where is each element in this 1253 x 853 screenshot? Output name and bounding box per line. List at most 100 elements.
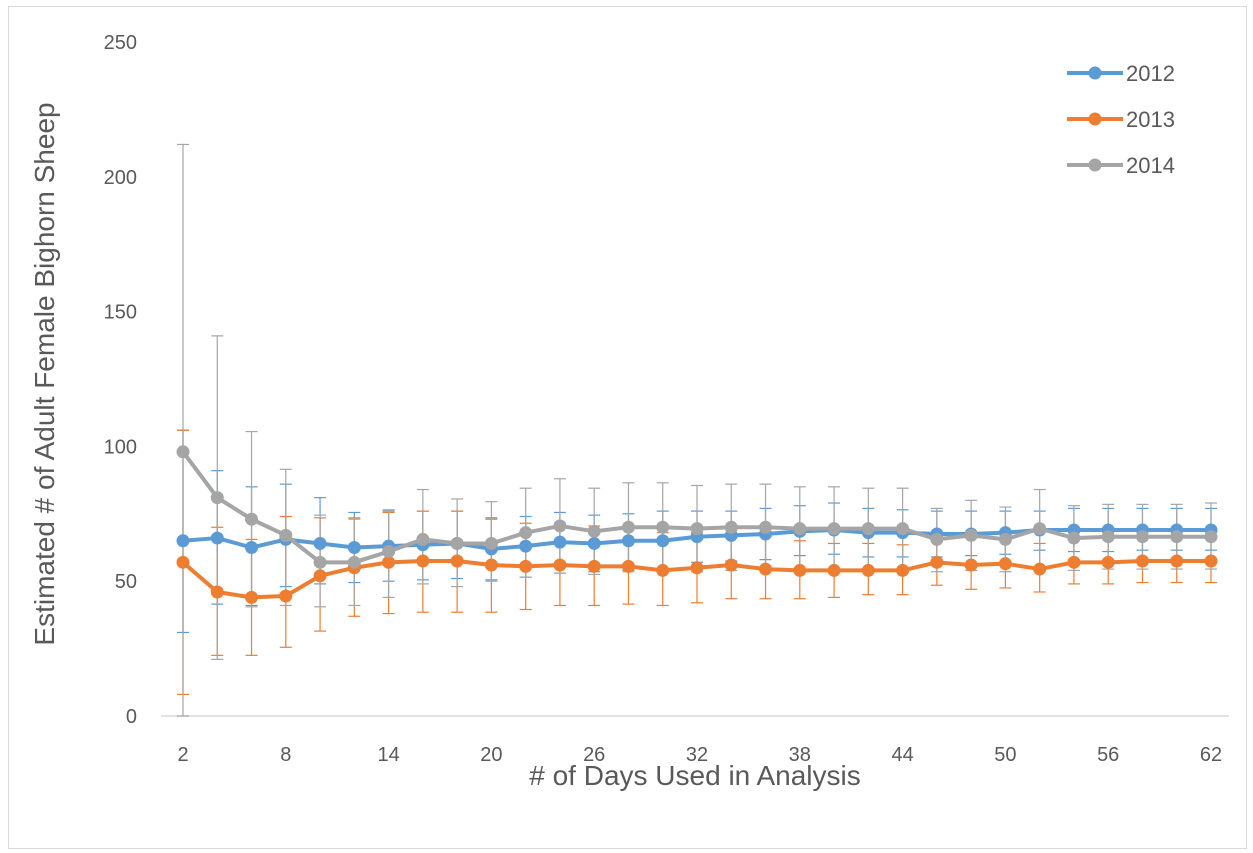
- x-tick-label: 20: [480, 744, 502, 766]
- data-point-2013: [724, 558, 738, 572]
- data-point-2013: [964, 558, 978, 572]
- data-point-2014: [587, 524, 601, 538]
- y-tick-label: 200: [104, 167, 137, 189]
- data-point-2012: [519, 539, 533, 553]
- data-point-2013: [245, 590, 259, 604]
- data-point-2014: [656, 520, 670, 534]
- data-point-2013: [998, 557, 1012, 571]
- data-point-2014: [176, 445, 190, 459]
- data-point-2013: [1101, 555, 1115, 569]
- data-point-2014: [279, 528, 293, 542]
- data-point-2013: [1170, 554, 1184, 568]
- data-point-2014: [519, 526, 533, 540]
- data-point-2014: [450, 536, 464, 550]
- data-point-2012: [176, 534, 190, 548]
- data-point-2014: [827, 522, 841, 536]
- data-point-2013: [416, 554, 430, 568]
- data-point-2013: [450, 554, 464, 568]
- data-point-2014: [964, 528, 978, 542]
- x-tick-label: 56: [1097, 744, 1119, 766]
- x-tick-label: 32: [686, 744, 708, 766]
- data-point-2012: [621, 534, 635, 548]
- data-point-2014: [1101, 530, 1115, 544]
- data-point-2012: [245, 541, 259, 554]
- x-tick-label: 50: [994, 744, 1016, 766]
- data-point-2013: [621, 559, 635, 573]
- y-tick-label: 250: [104, 32, 137, 54]
- legend-marker-2014: [1088, 158, 1102, 172]
- data-point-2014: [861, 522, 875, 536]
- x-tick-label: 44: [891, 744, 913, 766]
- legend-label-2012: 2012: [1126, 61, 1175, 86]
- data-point-2013: [827, 563, 841, 577]
- data-point-2014: [1033, 522, 1047, 536]
- y-tick-label: 0: [126, 706, 137, 728]
- x-axis-label: # of Days Used in Analysis: [529, 760, 861, 791]
- data-point-2013: [484, 558, 498, 572]
- data-point-2014: [484, 536, 498, 550]
- y-tick-label: 100: [104, 436, 137, 458]
- x-tick-label: 8: [280, 744, 291, 766]
- x-tick-label: 62: [1200, 744, 1222, 766]
- data-point-2014: [724, 520, 738, 534]
- data-point-2014: [998, 532, 1012, 546]
- data-point-2013: [656, 563, 670, 577]
- data-point-2014: [930, 532, 944, 546]
- data-point-2014: [553, 519, 567, 533]
- data-point-2013: [176, 555, 190, 569]
- data-point-2013: [793, 563, 807, 577]
- x-tick-label: 38: [789, 744, 811, 766]
- chart-area: 2 8 14 20 26 32 38 44 50 56 62 0 50 100 150 200 250 2012…: [8, 6, 1247, 849]
- y-tick-label: 150: [104, 302, 137, 324]
- data-point-2013: [587, 559, 601, 573]
- data-point-2014: [245, 512, 259, 526]
- error-bars: [177, 143, 1217, 717]
- data-point-2013: [279, 589, 293, 603]
- legend-marker-2012: [1088, 66, 1102, 80]
- series-lines: [176, 445, 1218, 604]
- data-point-2014: [793, 522, 807, 536]
- data-point-2013: [896, 563, 910, 577]
- data-point-2012: [553, 535, 567, 549]
- legend-marker-2013: [1088, 112, 1102, 126]
- data-point-2013: [519, 559, 533, 573]
- data-point-2014: [621, 520, 635, 534]
- data-point-2014: [759, 520, 773, 534]
- data-point-2013: [930, 555, 944, 569]
- data-point-2014: [1204, 530, 1218, 544]
- y-tick-label: 50: [115, 571, 137, 593]
- line-chart: 2 8 14 20 26 32 38 44 50 56 62 0 50 100 150 200 250 2012…: [29, 32, 1229, 791]
- data-point-2013: [382, 555, 396, 569]
- x-tick-label: 2: [177, 744, 188, 766]
- x-tick-label: 26: [583, 744, 605, 766]
- data-point-2013: [1033, 562, 1047, 576]
- data-point-2013: [759, 562, 773, 576]
- data-point-2014: [416, 532, 430, 546]
- data-point-2013: [1067, 555, 1081, 569]
- data-point-2014: [690, 522, 704, 536]
- data-point-2012: [313, 536, 327, 550]
- data-point-2013: [210, 585, 224, 599]
- data-point-2014: [1170, 530, 1184, 544]
- data-point-2013: [313, 569, 327, 583]
- data-point-2013: [690, 561, 704, 575]
- data-point-2014: [210, 491, 224, 505]
- axes: 2 8 14 20 26 32 38 44 50 56 62 0 50 100 150 200 250: [104, 32, 1229, 766]
- data-point-2014: [896, 522, 910, 536]
- data-point-2013: [553, 558, 567, 572]
- data-point-2013: [1204, 554, 1218, 568]
- legend-label-2014: 2014: [1126, 153, 1175, 178]
- legend-label-2013: 2013: [1126, 107, 1175, 132]
- legend: 2012 2013 2014: [1067, 61, 1175, 178]
- data-point-2012: [587, 536, 601, 550]
- data-point-2014: [313, 555, 327, 569]
- data-point-2012: [656, 534, 670, 548]
- data-point-2012: [347, 541, 361, 554]
- data-point-2014: [1067, 531, 1081, 545]
- data-point-2014: [382, 545, 396, 559]
- y-axis-label: Estimated # of Adult Female Bighorn Shee…: [29, 102, 60, 645]
- data-point-2012: [210, 531, 224, 545]
- data-point-2014: [1135, 530, 1149, 544]
- x-tick-label: 14: [377, 744, 399, 766]
- data-point-2014: [347, 555, 361, 569]
